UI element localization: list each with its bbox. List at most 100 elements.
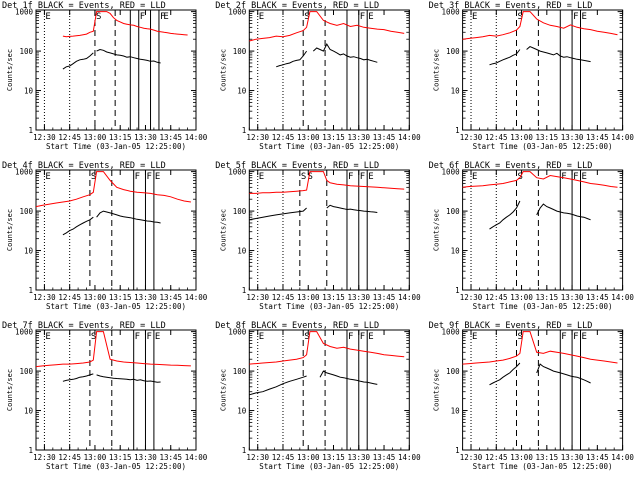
events-series-line (319, 370, 378, 385)
events-series-line (96, 374, 161, 383)
marker-letter: E (259, 12, 264, 22)
plot-frame (248, 169, 410, 291)
y-tick-label: 10 (24, 407, 34, 416)
y-tick-label: 1 (455, 446, 460, 455)
y-tick-label: 1000 (442, 8, 461, 17)
lld-series-line (35, 331, 191, 368)
panel-title: Det 6f BLACK = Events, RED = LLD (429, 161, 593, 171)
x-tick-label: 13:15 (322, 293, 345, 302)
y-tick-label: 1000 (15, 8, 34, 17)
y-tick-label: 1 (242, 286, 247, 295)
marker-letter: F (360, 12, 365, 22)
events-series-line (62, 52, 94, 70)
y-tick-label: 100 (19, 207, 33, 216)
events-series-line (276, 50, 308, 68)
lld-series-line (462, 331, 618, 365)
marker-letter: F (573, 12, 578, 22)
x-tick-label: 14:00 (398, 133, 421, 142)
panel-title: Det 3f BLACK = Events, RED = LLD (429, 1, 593, 11)
x-tick-label: 13:00 (84, 293, 107, 302)
marker-letter: E (45, 172, 50, 182)
x-tick-label: 13:45 (159, 453, 182, 462)
marker-letter: E (581, 12, 586, 22)
y-tick-label: 1000 (228, 8, 247, 17)
x-tick-label: 12:30 (460, 453, 483, 462)
marker-letter: E (259, 172, 264, 182)
y-axis-label: Counts/sec (433, 49, 441, 91)
panel-2: Det 2f BLACK = Events, RED = LLD 1 10 100 10… (215, 1, 421, 151)
marker-letter: F (561, 172, 566, 182)
x-tick-label: 13:30 (134, 133, 157, 142)
panel-title: Det 5f BLACK = Events, RED = LLD (215, 161, 379, 171)
x-tick-label: 12:45 (485, 453, 508, 462)
marker-letter: E (581, 332, 586, 342)
x-tick-label: 13:15 (536, 453, 559, 462)
y-tick-label: 1000 (442, 328, 461, 337)
y-tick-label: 10 (24, 87, 34, 96)
lld-series-line (249, 171, 405, 194)
x-tick-label: 12:45 (272, 133, 295, 142)
marker-letter: S (91, 172, 96, 182)
y-tick-label: 1 (455, 286, 460, 295)
events-series-line (326, 204, 378, 213)
x-tick-label: 14:00 (185, 293, 208, 302)
y-tick-label: 10 (451, 247, 461, 256)
marker-letter: S (517, 332, 522, 342)
x-tick-label: 14:00 (185, 133, 208, 142)
marker-letter: F (135, 332, 140, 342)
x-tick-label: 13:45 (586, 453, 609, 462)
x-axis-label: Start Time (03-Jan-05 12:25:00) (46, 142, 186, 151)
marker-letter: E (155, 332, 160, 342)
x-axis-label: Start Time (03-Jan-05 12:25:00) (473, 302, 613, 311)
y-tick-label: 1 (242, 126, 247, 135)
marker-letter: S (301, 172, 306, 182)
y-tick-label: 100 (19, 47, 33, 56)
x-tick-label: 13:15 (322, 133, 345, 142)
events-series-line (96, 48, 161, 64)
panel-title: Det 2f BLACK = Events, RED = LLD (215, 1, 379, 11)
x-tick-label: 12:30 (246, 453, 269, 462)
x-tick-label: 12:45 (272, 293, 295, 302)
x-tick-label: 12:30 (33, 453, 56, 462)
panel-6: Det 6f BLACK = Events, RED = LLD 1 10 100 10… (429, 161, 635, 311)
x-tick-label: 12:45 (485, 133, 508, 142)
plot-frame (35, 329, 197, 451)
x-axis-label: Start Time (03-Jan-05 12:25:00) (473, 462, 613, 471)
x-axis-label: Start Time (03-Jan-05 12:25:00) (259, 302, 399, 311)
y-axis-label: Counts/sec (219, 369, 227, 411)
events-series-line (249, 375, 307, 396)
lld-series-line (249, 331, 405, 365)
marker-letter: S (91, 332, 96, 342)
x-tick-label: 13:45 (586, 293, 609, 302)
y-tick-label: 1000 (228, 328, 247, 337)
x-tick-label: 13:30 (347, 133, 370, 142)
lld-series-line (462, 171, 618, 188)
marker-letter: E (163, 12, 168, 22)
x-tick-label: 13:30 (134, 453, 157, 462)
x-tick-label: 13:45 (159, 133, 182, 142)
y-tick-label: 10 (451, 87, 461, 96)
y-axis-label: Counts/sec (433, 209, 441, 251)
y-tick-label: 1000 (15, 168, 34, 177)
x-tick-label: 12:30 (246, 133, 269, 142)
x-tick-label: 14:00 (611, 453, 634, 462)
marker-letter: F (573, 172, 578, 182)
x-tick-label: 12:45 (485, 293, 508, 302)
marker-letter: S (517, 12, 522, 22)
marker-letter: E (259, 332, 264, 342)
marker-letter: E (368, 12, 373, 22)
y-tick-label: 100 (233, 367, 247, 376)
y-tick-label: 1 (28, 446, 33, 455)
x-tick-label: 12:45 (58, 133, 81, 142)
marker-letter: S (96, 12, 101, 22)
y-tick-label: 1 (28, 286, 33, 295)
x-axis-label: Start Time (03-Jan-05 12:25:00) (473, 142, 613, 151)
y-axis-label: Counts/sec (6, 209, 14, 251)
x-tick-label: 13:00 (297, 133, 320, 142)
x-tick-label: 13:30 (347, 453, 370, 462)
marker-letter: E (581, 172, 586, 182)
y-axis-label: Counts/sec (6, 49, 14, 91)
marker-letter: F (135, 172, 140, 182)
y-tick-label: 1000 (228, 168, 247, 177)
y-tick-label: 100 (446, 47, 460, 56)
